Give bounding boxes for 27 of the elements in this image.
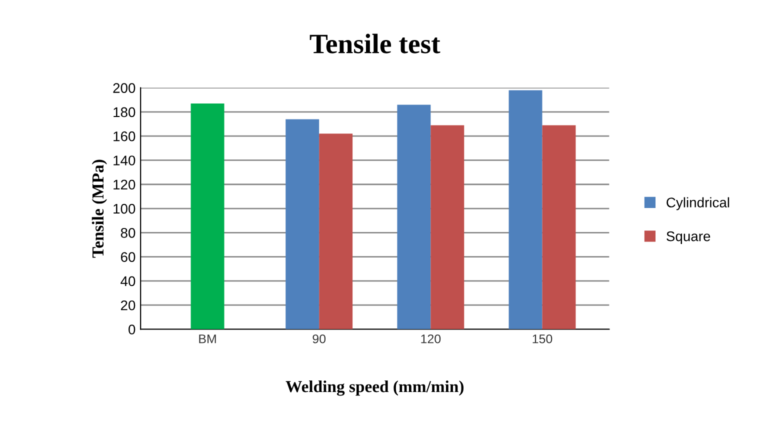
bar	[319, 134, 353, 330]
bar	[508, 90, 542, 330]
bar	[430, 125, 464, 330]
y-tick-label: 100	[114, 204, 136, 214]
x-tick-label: BM	[199, 334, 216, 344]
y-tick-label: 140	[114, 156, 136, 166]
y-tick-label: 160	[114, 131, 136, 142]
y-axis-title: Tensile (MPa)	[92, 160, 107, 258]
x-tick-label: 120	[421, 334, 441, 344]
x-tick-label: 90	[312, 334, 326, 344]
legend-label: Square	[666, 231, 710, 244]
legend-label: Cylindrical	[666, 197, 730, 210]
y-tick-label: 40	[120, 276, 136, 286]
bar	[397, 104, 431, 330]
y-tick-label: 200	[113, 83, 136, 93]
x-tick-label: 150	[532, 334, 552, 344]
chart-title: Tensile test	[310, 34, 440, 54]
bar	[190, 103, 224, 330]
y-tick-label: 180	[114, 107, 136, 118]
bar	[542, 125, 576, 330]
y-tick-label: 60	[120, 252, 136, 262]
x-axis-title: Welding speed (mm/min)	[286, 380, 464, 396]
y-tick-label: 120	[114, 180, 136, 190]
y-tick-label: 0	[128, 324, 136, 334]
y-tick-label: 80	[120, 228, 136, 238]
bar	[286, 119, 320, 330]
y-tick-label: 20	[120, 300, 136, 310]
